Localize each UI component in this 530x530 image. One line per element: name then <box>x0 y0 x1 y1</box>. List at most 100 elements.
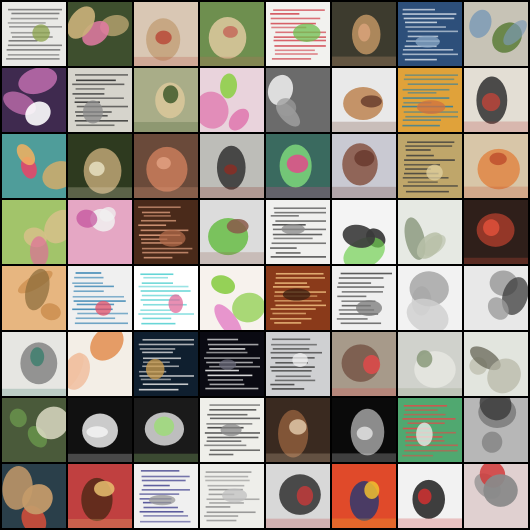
tile-image <box>134 464 198 528</box>
tile-image <box>2 332 66 396</box>
tile-image <box>134 68 198 132</box>
tile-image <box>266 200 330 264</box>
tile-image <box>266 68 330 132</box>
tile-image <box>2 68 66 132</box>
grid-tile <box>266 68 330 132</box>
grid-tile <box>68 68 132 132</box>
tile-image <box>464 2 528 66</box>
tile-image <box>464 266 528 330</box>
grid-tile <box>68 464 132 528</box>
grid-tile <box>200 134 264 198</box>
grid-tile <box>200 68 264 132</box>
tile-image <box>68 332 132 396</box>
grid-tile <box>332 266 396 330</box>
grid-tile <box>134 68 198 132</box>
grid-tile <box>134 2 198 66</box>
tile-image <box>464 398 528 462</box>
grid-tile <box>398 464 462 528</box>
tile-image <box>200 266 264 330</box>
grid-tile <box>200 266 264 330</box>
grid-tile <box>332 68 396 132</box>
tile-image <box>398 332 462 396</box>
tile-image <box>398 68 462 132</box>
grid-tile <box>2 2 66 66</box>
grid-tile <box>2 332 66 396</box>
tile-image <box>266 266 330 330</box>
tile-image <box>2 464 66 528</box>
grid-tile <box>332 200 396 264</box>
grid-tile <box>2 464 66 528</box>
grid-tile <box>200 398 264 462</box>
tile-image <box>398 398 462 462</box>
grid-tile <box>2 398 66 462</box>
tile-image <box>200 464 264 528</box>
tile-image <box>464 464 528 528</box>
grid-tile <box>200 200 264 264</box>
grid-tile <box>398 200 462 264</box>
grid-tile <box>398 266 462 330</box>
tile-image <box>200 332 264 396</box>
tile-image <box>464 200 528 264</box>
grid-tile <box>332 398 396 462</box>
grid-tile <box>398 2 462 66</box>
grid-tile <box>464 266 528 330</box>
grid-tile <box>464 464 528 528</box>
grid-tile <box>200 2 264 66</box>
grid-tile <box>398 134 462 198</box>
tile-image <box>332 200 396 264</box>
tile-image <box>200 200 264 264</box>
grid-tile <box>68 398 132 462</box>
tile-image <box>134 2 198 66</box>
tile-image <box>200 134 264 198</box>
grid-tile <box>464 200 528 264</box>
grid-tile <box>464 68 528 132</box>
tile-image <box>332 68 396 132</box>
grid-tile <box>266 134 330 198</box>
grid-tile <box>68 266 132 330</box>
tile-image <box>134 200 198 264</box>
tile-image <box>134 398 198 462</box>
grid-tile <box>68 332 132 396</box>
grid-tile <box>266 398 330 462</box>
tile-image <box>332 398 396 462</box>
tile-image <box>332 332 396 396</box>
grid-tile <box>464 332 528 396</box>
tile-image <box>266 332 330 396</box>
tile-image <box>266 134 330 198</box>
grid-tile <box>134 464 198 528</box>
tile-image <box>332 464 396 528</box>
grid-tile <box>266 266 330 330</box>
tile-image <box>134 332 198 396</box>
grid-tile <box>332 332 396 396</box>
tile-image <box>2 266 66 330</box>
tile-image <box>68 398 132 462</box>
tile-image <box>398 266 462 330</box>
grid-tile <box>266 200 330 264</box>
grid-tile <box>2 68 66 132</box>
grid-tile <box>2 266 66 330</box>
tile-image <box>134 266 198 330</box>
grid-tile <box>2 200 66 264</box>
grid-tile <box>134 266 198 330</box>
tile-image <box>266 464 330 528</box>
tile-image <box>2 200 66 264</box>
grid-tile <box>200 464 264 528</box>
tile-image <box>68 464 132 528</box>
tile-image <box>2 398 66 462</box>
tile-image <box>200 68 264 132</box>
tile-image <box>266 398 330 462</box>
tile-image <box>68 134 132 198</box>
grid-tile <box>266 464 330 528</box>
grid-tile <box>68 200 132 264</box>
grid-tile <box>398 332 462 396</box>
tile-image <box>68 68 132 132</box>
tile-image <box>398 134 462 198</box>
tile-image <box>200 398 264 462</box>
grid-tile <box>2 134 66 198</box>
grid-tile <box>266 332 330 396</box>
grid-tile <box>332 134 396 198</box>
grid-tile <box>134 200 198 264</box>
tile-image <box>68 266 132 330</box>
grid-tile <box>134 332 198 396</box>
